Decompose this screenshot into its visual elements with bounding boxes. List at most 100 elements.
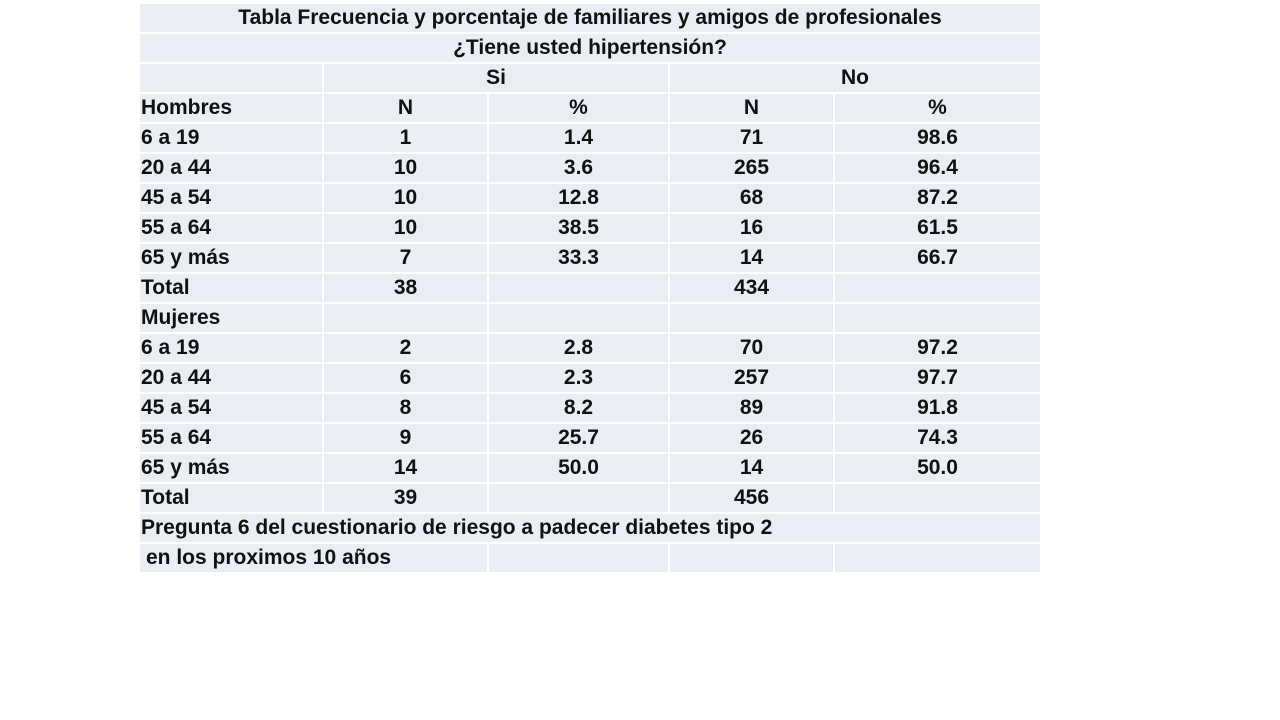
group-header-si[interactable]: Si	[322, 62, 670, 94]
women-label-row: Mujeres	[138, 302, 1042, 334]
row-label[interactable]: 55 a 64	[138, 212, 324, 244]
table-title[interactable]: Tabla Frecuencia y porcentaje de familia…	[138, 2, 1042, 34]
table-row: 55 a 64 10 38.5 16 61.5	[138, 212, 1042, 244]
row-label[interactable]: 65 y más	[138, 242, 324, 274]
column-header[interactable]: N	[668, 92, 835, 124]
table-cell[interactable]: 68	[668, 182, 835, 214]
table-row: 20 a 44 6 2.3 257 97.7	[138, 362, 1042, 394]
column-header[interactable]: N	[322, 92, 489, 124]
table-cell[interactable]: 61.5	[833, 212, 1042, 244]
women-section-label[interactable]: Mujeres	[138, 302, 324, 334]
table-cell[interactable]	[833, 302, 1042, 334]
table-cell[interactable]: 456	[668, 482, 835, 514]
row-label[interactable]: Total	[138, 482, 324, 514]
table-cell[interactable]: 26	[668, 422, 835, 454]
table-cell[interactable]: 39	[322, 482, 489, 514]
table-cell[interactable]: 12.8	[487, 182, 670, 214]
table-cell[interactable]: 9	[322, 422, 489, 454]
table-cell[interactable]: 8	[322, 392, 489, 424]
question-row: ¿Tiene usted hipertensión?	[138, 32, 1042, 64]
table-cell[interactable]: 2.3	[487, 362, 670, 394]
table-cell[interactable]: 3.6	[487, 152, 670, 184]
table-cell[interactable]	[668, 302, 835, 334]
table-cell[interactable]: 70	[668, 332, 835, 364]
table-cell[interactable]: 87.2	[833, 182, 1042, 214]
row-label[interactable]: Total	[138, 272, 324, 304]
column-header[interactable]: %	[487, 92, 670, 124]
table-cell[interactable]: 71	[668, 122, 835, 154]
table-cell[interactable]: 2.8	[487, 332, 670, 364]
table-cell[interactable]: 89	[668, 392, 835, 424]
column-header[interactable]: %	[833, 92, 1042, 124]
table-cell[interactable]: 434	[668, 272, 835, 304]
table-cell[interactable]: 74.3	[833, 422, 1042, 454]
table-cell[interactable]: 33.3	[487, 242, 670, 274]
group-header-row: Si No	[138, 62, 1042, 94]
table-cell[interactable]: 97.7	[833, 362, 1042, 394]
table-cell[interactable]: 10	[322, 212, 489, 244]
row-label[interactable]: 55 a 64	[138, 422, 324, 454]
footnote-row-1: Pregunta 6 del cuestionario de riesgo a …	[138, 512, 1042, 544]
women-section: 6 a 19 2 2.8 70 97.2 20 a 44 6 2.3 257 97.7 45 a 5…	[138, 332, 1042, 514]
group-header-blank[interactable]	[138, 62, 324, 94]
title-row: Tabla Frecuencia y porcentaje de familia…	[138, 2, 1042, 34]
row-label[interactable]: 65 y más	[138, 452, 324, 484]
table-row: 45 a 54 10 12.8 68 87.2	[138, 182, 1042, 214]
table-cell[interactable]: 66.7	[833, 242, 1042, 274]
table-row: 45 a 54 8 8.2 89 91.8	[138, 392, 1042, 424]
row-label[interactable]: 20 a 44	[138, 362, 324, 394]
table-cell[interactable]: 14	[668, 452, 835, 484]
column-header-row: Hombres N % N %	[138, 92, 1042, 124]
table-row: Total 38 434	[138, 272, 1042, 304]
table-cell[interactable]: 257	[668, 362, 835, 394]
table-row: 65 y más 14 50.0 14 50.0	[138, 452, 1042, 484]
table-cell[interactable]: 50.0	[487, 452, 670, 484]
column-header[interactable]: Hombres	[138, 92, 324, 124]
table-row: 6 a 19 2 2.8 70 97.2	[138, 332, 1042, 364]
table-cell[interactable]: 98.6	[833, 122, 1042, 154]
table-cell[interactable]: 8.2	[487, 392, 670, 424]
table-cell[interactable]: 91.8	[833, 392, 1042, 424]
table-cell[interactable]	[833, 272, 1042, 304]
row-label[interactable]: 20 a 44	[138, 152, 324, 184]
table-cell[interactable]: 14	[322, 452, 489, 484]
table-cell[interactable]: 14	[668, 242, 835, 274]
table-cell[interactable]	[668, 542, 835, 574]
table-cell[interactable]	[487, 482, 670, 514]
table-cell[interactable]: 1	[322, 122, 489, 154]
table-cell[interactable]: 38	[322, 272, 489, 304]
table-row: 20 a 44 10 3.6 265 96.4	[138, 152, 1042, 184]
row-label[interactable]: 45 a 54	[138, 182, 324, 214]
table-cell[interactable]	[487, 302, 670, 334]
table-cell[interactable]: 265	[668, 152, 835, 184]
table-cell[interactable]: 1.4	[487, 122, 670, 154]
table-cell[interactable]	[487, 272, 670, 304]
table-cell[interactable]: 96.4	[833, 152, 1042, 184]
table-row: 65 y más 7 33.3 14 66.7	[138, 242, 1042, 274]
table-cell[interactable]: 97.2	[833, 332, 1042, 364]
table-cell[interactable]: 25.7	[487, 422, 670, 454]
table-cell[interactable]: 2	[322, 332, 489, 364]
table-row: Total 39 456	[138, 482, 1042, 514]
table-cell[interactable]: 16	[668, 212, 835, 244]
table-cell[interactable]: 7	[322, 242, 489, 274]
table-cell[interactable]	[833, 482, 1042, 514]
footnote-line-1[interactable]: Pregunta 6 del cuestionario de riesgo a …	[138, 512, 1042, 544]
table-row: 55 a 64 9 25.7 26 74.3	[138, 422, 1042, 454]
table-row: 6 a 19 1 1.4 71 98.6	[138, 122, 1042, 154]
row-label[interactable]: 6 a 19	[138, 332, 324, 364]
table-cell[interactable]	[487, 542, 670, 574]
table-cell[interactable]: 6	[322, 362, 489, 394]
footnote-line-2[interactable]: en los proximos 10 años	[138, 542, 489, 574]
row-label[interactable]: 45 a 54	[138, 392, 324, 424]
row-label[interactable]: 6 a 19	[138, 122, 324, 154]
table-cell[interactable]	[322, 302, 489, 334]
table-cell[interactable]: 10	[322, 182, 489, 214]
table-cell[interactable]: 50.0	[833, 452, 1042, 484]
group-header-no[interactable]: No	[668, 62, 1042, 94]
table-cell[interactable]: 38.5	[487, 212, 670, 244]
table-cell[interactable]	[833, 542, 1042, 574]
footnote-row-2: en los proximos 10 años	[138, 542, 1042, 574]
table-cell[interactable]: 10	[322, 152, 489, 184]
table-question[interactable]: ¿Tiene usted hipertensión?	[138, 32, 1042, 64]
